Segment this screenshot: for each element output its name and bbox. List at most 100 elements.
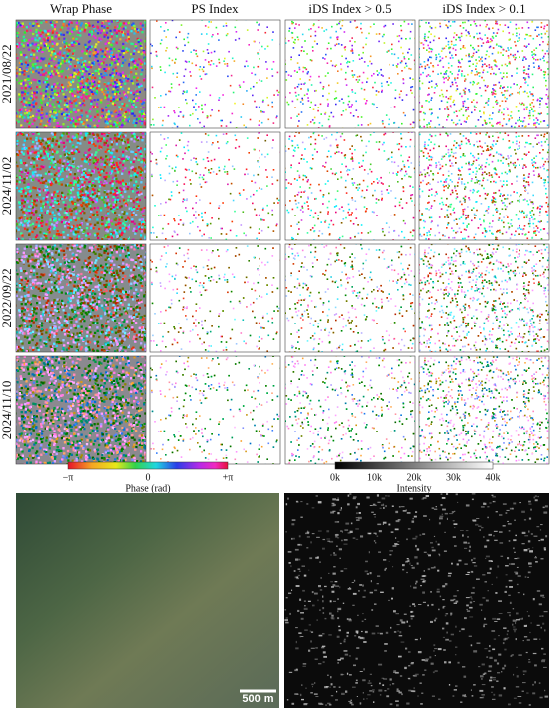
texture-speck (476, 518, 480, 519)
texture-speck (310, 541, 312, 544)
texture-speck (301, 698, 304, 701)
texture-speck (366, 573, 369, 575)
texture-speck (468, 635, 472, 637)
phase-tick-label: −π (63, 472, 74, 483)
texture-speck (288, 592, 292, 594)
texture-speck (543, 549, 546, 551)
texture-speck (506, 633, 509, 636)
texture-speck (322, 538, 326, 541)
texture-speck (316, 536, 320, 538)
texture-speck (466, 610, 471, 612)
texture-speck (471, 493, 476, 495)
texture-speck (362, 679, 366, 682)
texture-speck (387, 688, 390, 690)
texture-speck (306, 503, 309, 505)
texture-speck (287, 497, 289, 500)
texture-speck (340, 673, 343, 676)
texture-speck (342, 602, 345, 604)
texture-speck (385, 631, 389, 634)
texture-speck (362, 596, 366, 598)
texture-speck (368, 680, 371, 682)
texture-speck (482, 673, 485, 675)
texture-speck (534, 557, 537, 559)
texture-speck (396, 690, 400, 692)
texture-speck (518, 618, 522, 620)
texture-speck (528, 530, 530, 533)
texture-speck (502, 503, 507, 505)
texture-speck (524, 575, 527, 578)
texture-speck (523, 624, 527, 627)
texture-speck (431, 507, 435, 509)
texture-speck (363, 637, 365, 640)
texture-speck (378, 689, 383, 692)
panel (15, 19, 147, 129)
texture-speck (375, 504, 377, 506)
texture-speck (450, 614, 452, 616)
texture-speck (409, 497, 413, 500)
texture-speck (418, 604, 422, 605)
texture-speck (382, 521, 387, 524)
texture-speck (350, 699, 352, 701)
texture-speck (284, 609, 287, 611)
texture-speck (336, 545, 338, 547)
texture-speck (435, 617, 438, 620)
texture-speck (481, 609, 483, 611)
texture-speck (522, 682, 526, 684)
texture-speck (344, 529, 349, 531)
texture-speck (452, 599, 455, 601)
texture-speck (514, 571, 518, 573)
texture-speck (434, 648, 438, 650)
texture-speck (489, 656, 493, 659)
texture-speck (308, 624, 311, 626)
texture-speck (413, 674, 417, 677)
texture-speck (455, 600, 459, 603)
row-label: 2021/08/22 (0, 44, 14, 103)
texture-speck (482, 597, 486, 599)
texture-speck (508, 703, 511, 706)
texture-speck (540, 626, 542, 629)
panel (418, 243, 550, 353)
texture-speck (532, 652, 537, 655)
texture-speck (429, 518, 431, 521)
texture-speck (543, 666, 547, 668)
texture-speck (397, 630, 399, 632)
texture-speck (423, 570, 425, 572)
texture-speck (353, 496, 357, 498)
texture-speck (297, 609, 300, 612)
texture-speck (356, 696, 358, 697)
texture-speck (347, 588, 352, 590)
texture-speck (504, 590, 507, 593)
texture-speck (414, 605, 416, 607)
texture-speck (323, 655, 327, 658)
texture-speck (340, 507, 342, 510)
texture-speck (382, 503, 384, 506)
texture-speck (436, 590, 440, 593)
texture-speck (348, 619, 352, 622)
texture-speck (489, 645, 491, 648)
texture-speck (317, 530, 322, 532)
texture-speck (528, 615, 530, 617)
texture-speck (333, 600, 336, 602)
texture-speck (426, 553, 429, 555)
texture-speck (488, 650, 491, 652)
texture-speck (389, 550, 393, 552)
texture-speck (298, 558, 301, 561)
texture-speck (374, 589, 378, 592)
texture-speck (543, 511, 548, 514)
texture-speck (349, 493, 352, 495)
texture-speck (330, 511, 335, 514)
texture-speck (318, 634, 323, 637)
texture-speck (542, 506, 545, 509)
texture-speck (469, 601, 473, 604)
texture-speck (517, 575, 521, 577)
texture-speck (406, 620, 408, 623)
texture-speck (371, 511, 374, 513)
texture-speck (285, 597, 288, 599)
texture-speck (424, 659, 429, 662)
texture-speck (410, 565, 413, 566)
texture-speck (314, 682, 316, 684)
texture-speck (396, 704, 399, 707)
texture-speck (523, 673, 525, 675)
texture-speck (431, 549, 436, 552)
texture-speck (440, 493, 443, 495)
